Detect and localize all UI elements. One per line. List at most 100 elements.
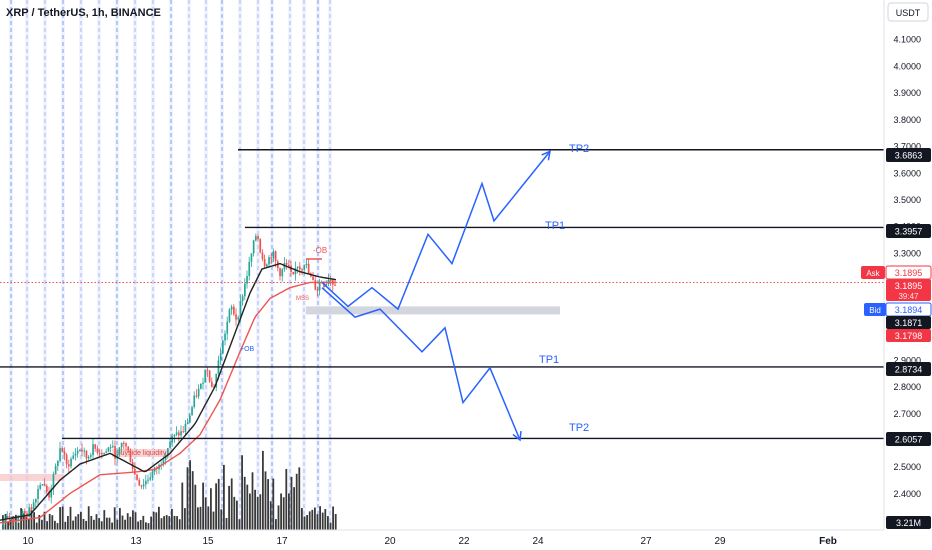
session-band — [61, 0, 65, 530]
volume-bar — [228, 485, 230, 530]
volume-bar — [168, 516, 171, 530]
currency-label: USDT — [896, 8, 921, 18]
candle-body — [96, 448, 99, 453]
candle-body — [268, 257, 270, 265]
bid-tag — [864, 303, 886, 316]
session-band — [220, 0, 224, 530]
candle-body — [103, 453, 105, 455]
volume-bar — [233, 496, 236, 530]
candle-body — [4, 519, 6, 523]
volume-bar — [72, 520, 74, 530]
candle-body — [105, 451, 108, 454]
currency-button[interactable] — [887, 2, 929, 22]
candle-body — [235, 314, 237, 320]
candle-body — [279, 268, 281, 277]
candle-body — [274, 251, 277, 262]
candle-body — [118, 447, 121, 455]
volume-bar — [147, 523, 150, 530]
session-band — [187, 0, 191, 530]
candle-body — [173, 434, 176, 437]
candle-body — [94, 444, 97, 449]
volume-bar — [246, 484, 249, 530]
volume-bar — [316, 514, 319, 530]
candle-body — [87, 456, 90, 459]
candle-body — [17, 515, 20, 521]
session-band — [169, 0, 173, 530]
ask-price: 3.1895 — [895, 268, 923, 278]
candle-body — [107, 447, 110, 452]
candle-body — [202, 382, 204, 384]
volume-bar — [126, 513, 129, 530]
candle-body — [101, 453, 103, 455]
candle-body — [261, 252, 264, 260]
time-tick-label: 17 — [276, 536, 288, 547]
price-tick-label: 3.6000 — [893, 168, 921, 178]
volume-bar — [30, 509, 33, 530]
candle-body — [219, 353, 222, 361]
volume-bar — [173, 515, 176, 530]
candle-body — [296, 266, 299, 269]
candle-body — [140, 485, 143, 487]
candle-body — [151, 471, 154, 478]
session-band — [151, 0, 155, 530]
session-band — [43, 0, 47, 530]
volume-bar — [145, 522, 147, 530]
candle-body — [13, 517, 15, 523]
volume-bar — [163, 516, 165, 530]
candle-body — [32, 502, 35, 510]
volume-bar — [277, 505, 280, 530]
candle-body — [98, 452, 101, 454]
candle-body — [226, 321, 229, 334]
candle-body — [230, 306, 233, 310]
volume-bar — [93, 519, 95, 530]
candle-body — [180, 431, 182, 436]
candle-body — [211, 381, 213, 387]
tp1-upper-label: TP1 — [545, 220, 565, 232]
session-band — [9, 0, 13, 530]
candle-body — [224, 333, 226, 341]
time-tick-label: 24 — [532, 536, 544, 547]
candle-body — [312, 276, 314, 281]
candle-body — [206, 369, 209, 371]
volume-bar — [259, 494, 262, 530]
volume-bar — [321, 512, 324, 530]
candle-body — [303, 265, 306, 270]
candle-body — [305, 263, 308, 266]
volume-bar — [251, 472, 254, 530]
candle-body — [334, 284, 336, 286]
candle-body — [57, 461, 59, 467]
buyside-liquidity-band — [112, 449, 172, 457]
price-tick-label: 3.3000 — [893, 248, 921, 258]
last-price: 3.1895 — [895, 281, 923, 291]
volume-bar — [43, 511, 46, 530]
ask-tag — [861, 266, 885, 279]
session-band — [79, 0, 83, 530]
candle-body — [208, 370, 211, 382]
volume-bar — [199, 506, 202, 530]
volume-bar — [119, 508, 121, 530]
candle-body — [255, 236, 257, 241]
volume-bar — [308, 511, 311, 530]
volume-bar — [152, 511, 155, 530]
candle-body — [72, 455, 75, 459]
candle-body — [250, 253, 253, 262]
candle-body — [46, 485, 48, 492]
volume-bar — [54, 520, 56, 530]
time-tick-label: 20 — [384, 536, 396, 547]
volume-bar — [303, 516, 306, 530]
projection-up-path[interactable] — [321, 150, 551, 311]
session-band — [115, 0, 119, 530]
volume-bar — [220, 509, 223, 530]
projection-down-path[interactable] — [321, 287, 521, 441]
tp1-lower-price: 2.8734 — [895, 365, 923, 375]
candle-body — [79, 449, 81, 451]
mss-label: MSS — [296, 296, 309, 302]
volume-bar — [95, 514, 98, 530]
volume-bar — [165, 515, 168, 530]
candle-body — [19, 515, 22, 517]
candle-body — [37, 488, 39, 499]
session-band — [25, 0, 29, 530]
candle-body — [123, 442, 125, 444]
volume-bar — [329, 522, 332, 530]
